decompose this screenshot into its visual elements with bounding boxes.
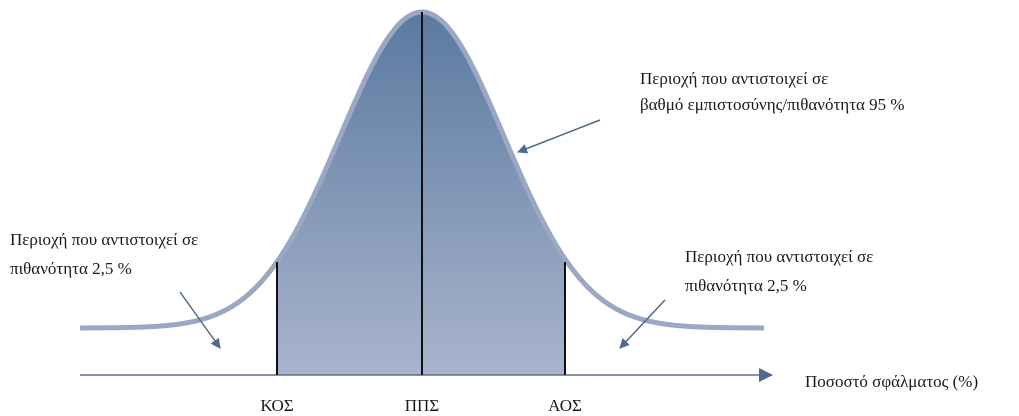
arrow [619,299,666,349]
annotation: πιθανότητα 2,5 % [685,276,807,295]
arrow [179,291,221,349]
annotation: πιθανότητα 2,5 % [10,259,132,278]
marker-label: ΑΟΣ [548,396,582,415]
annotation: Περιοχή που αντιστοιχεί σε [10,230,198,249]
arrow [517,119,601,154]
annotation: Περιοχή που αντιστοιχεί σε [640,69,828,88]
marker-label: ΠΠΣ [405,396,440,415]
marker-label: ΚΟΣ [260,396,293,415]
annotation: βαθμό εμπιστοσύνης/πιθανότητα 95 % [640,95,905,114]
annotation: Περιοχή που αντιστοιχεί σε [685,247,873,266]
axis-label: Ποσοστό σφάλματος (%) [805,372,978,391]
